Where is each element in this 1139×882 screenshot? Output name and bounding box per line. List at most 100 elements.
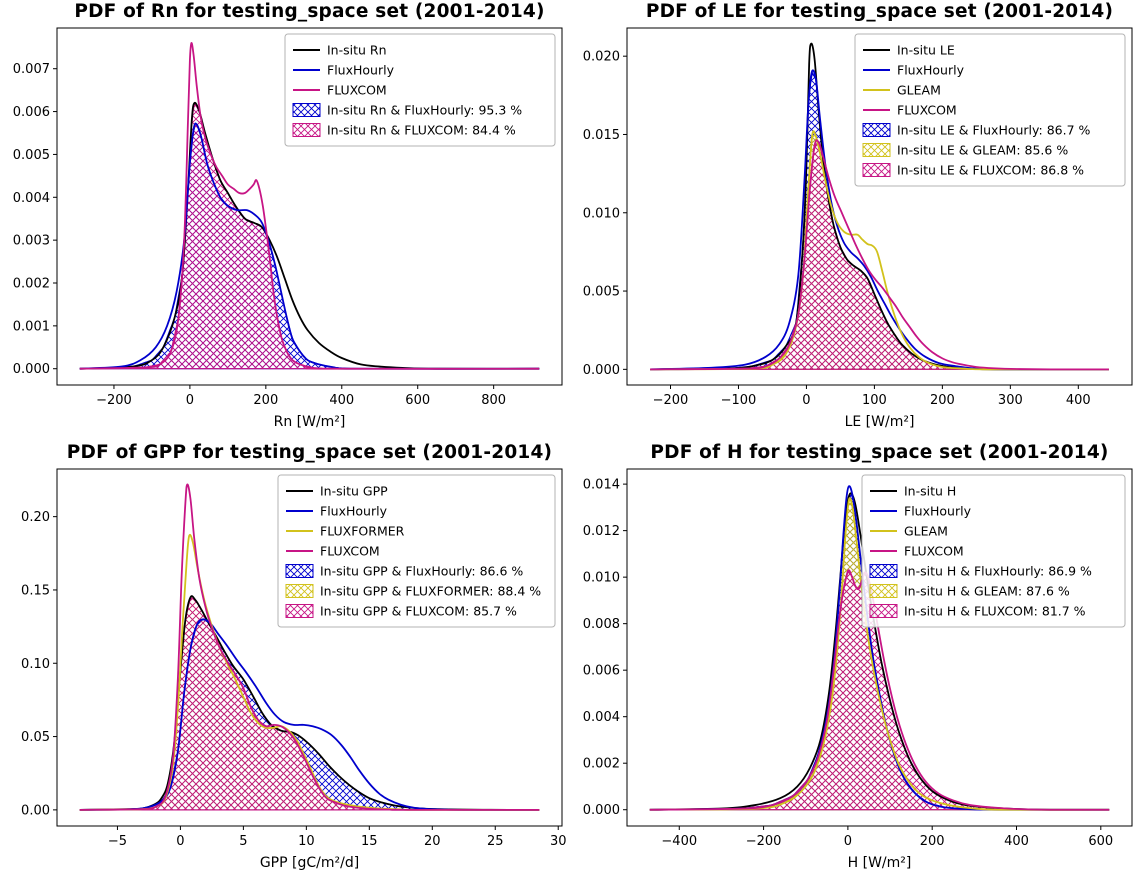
legend-hatch-sample	[869, 584, 898, 598]
legend-label: In-situ GPP & FLUXFORMER: 88.4 %	[320, 584, 541, 599]
legend-label: FluxHourly	[904, 504, 972, 519]
chart-rn-canvas: −200 0 200 400 600 800 0.000 0.001 0.002 0.003 0.0…	[13, 27, 563, 430]
y-tick-label: 0.002	[583, 757, 620, 772]
legend-label: FluxHourly	[897, 63, 965, 78]
legend-hatch-sample	[862, 143, 891, 157]
y-tick-label: 0.15	[21, 583, 50, 598]
x-tick-label: −5	[108, 834, 127, 849]
plot-area	[79, 483, 540, 811]
x-tick-label: 800	[481, 393, 506, 408]
series-curve	[79, 122, 540, 370]
x-tick-label: 600	[1088, 834, 1113, 849]
x-tick-label: 0	[186, 393, 194, 408]
y-tick-label: 0.007	[13, 62, 50, 77]
y-tick-label: 0.004	[13, 191, 50, 206]
y-tick-label: 0.006	[583, 664, 620, 679]
x-axis-label: Rn [W/m²]	[274, 414, 346, 430]
legend-label: In-situ LE	[897, 43, 955, 58]
legend-label: In-situ GPP	[320, 484, 388, 499]
plot-area	[79, 42, 540, 370]
y-tick-label: 0.015	[583, 128, 620, 143]
legend-hatch-sample	[862, 123, 891, 137]
plot-area	[649, 485, 1110, 811]
chart-le: −200 −100 0 100 200 300 400 0.000 0.005 0.010 0.01…	[570, 0, 1139, 441]
x-tick-label: 0	[176, 834, 184, 849]
y-tick-label: 0.05	[21, 730, 50, 745]
legend: In-situ H FluxHourly GLEAM FLUXCOM In-situ H…	[861, 474, 1126, 628]
axes-frame	[626, 27, 1133, 386]
chart-rn: −200 0 200 400 600 800 0.000 0.001 0.002 0.003 0.0…	[0, 0, 569, 441]
y-tick-label: 0.010	[583, 571, 620, 586]
y-tick-label: 0.000	[13, 362, 50, 377]
x-tick-label: 300	[998, 393, 1023, 408]
x-tick-label: 25	[487, 834, 504, 849]
x-axis-label: H [W/m²]	[848, 855, 912, 871]
series-curve	[650, 69, 1109, 371]
legend-label: In-situ Rn & FluxHourly: 95.3 %	[327, 103, 522, 118]
legend-label: In-situ H & FLUXCOM: 81.7 %	[904, 604, 1086, 619]
x-tick-label: 200	[253, 393, 278, 408]
legend-label: In-situ GPP & FLUXCOM: 85.7 %	[320, 604, 517, 619]
x-tick-label: 200	[920, 834, 945, 849]
legend-label: FLUXCOM	[320, 544, 380, 559]
chart-gpp-title: PDF of GPP for testing_space set (2001-2…	[66, 442, 553, 463]
series-curve	[79, 42, 540, 370]
legend-label: FLUXCOM	[897, 103, 957, 118]
series-curve	[79, 618, 540, 811]
axes-frame	[56, 27, 563, 386]
chart-le-canvas: −200 −100 0 100 200 300 400 0.000 0.005 0.010 0.01…	[583, 27, 1133, 430]
legend-box	[277, 474, 556, 628]
series-curve	[649, 492, 1110, 811]
legend: In-situ Rn FluxHourly FLUXCOM In-situ Rn & …	[284, 33, 556, 147]
y-tick-label: 0.20	[21, 510, 50, 525]
y-tick-label: 0.10	[21, 657, 50, 672]
x-tick-label: −200	[96, 393, 132, 408]
y-tick-label: 0.001	[13, 319, 50, 334]
x-tick-label: 5	[239, 834, 247, 849]
y-tick-label: 0.000	[583, 363, 620, 378]
chart-h-title: PDF of H for testing_space set (2001-201…	[650, 442, 1109, 463]
x-tick-label: 600	[405, 393, 430, 408]
x-tick-label: 400	[329, 393, 354, 408]
legend-hatch-sample	[869, 604, 898, 618]
legend-label: In-situ H & FluxHourly: 86.9 %	[904, 564, 1092, 579]
y-tick-label: 0.020	[583, 50, 620, 65]
legend-label: In-situ GPP & FluxHourly: 86.6 %	[320, 564, 523, 579]
x-tick-label: 200	[930, 393, 955, 408]
legend-label: FLUXCOM	[327, 83, 387, 98]
axes-frame	[626, 468, 1133, 827]
legend: In-situ GPP FluxHourly FLUXFORMER FLUXCOM In…	[277, 474, 556, 628]
legend-label: In-situ H	[904, 484, 956, 499]
y-tick-label: 0.00	[21, 803, 50, 818]
legend-label: FluxHourly	[320, 504, 388, 519]
legend-label: GLEAM	[897, 83, 941, 98]
x-tick-label: 15	[361, 834, 378, 849]
x-tick-label: −200	[653, 393, 689, 408]
legend-label: FluxHourly	[327, 63, 395, 78]
y-tick-label: 0.003	[13, 234, 50, 249]
y-tick-label: 0.005	[13, 148, 50, 163]
y-tick-label: 0.000	[583, 803, 620, 818]
legend-label: In-situ LE & FLUXCOM: 86.8 %	[897, 163, 1084, 178]
legend-label: In-situ Rn & FLUXCOM: 84.4 %	[327, 123, 516, 138]
legend-box	[854, 33, 1126, 187]
legend-hatch-sample	[292, 103, 321, 117]
legend-hatch-sample	[285, 564, 314, 578]
legend-label: GLEAM	[904, 524, 948, 539]
x-tick-label: 20	[424, 834, 441, 849]
chart-h-canvas: −400 −200 0 200 400 600 0.000 0.002 0.004 0.006 0.…	[583, 468, 1133, 871]
y-tick-label: 0.002	[13, 277, 50, 292]
chart-le-title: PDF of LE for testing_space set (2001-20…	[645, 1, 1114, 22]
series-curve	[649, 497, 1110, 811]
x-axis-label: GPP [gC/m²/d]	[260, 855, 359, 871]
axes-frame	[56, 468, 563, 827]
x-tick-label: −400	[661, 834, 697, 849]
legend-label: In-situ LE & GLEAM: 85.6 %	[897, 143, 1068, 158]
y-tick-label: 0.014	[583, 478, 620, 493]
x-tick-label: −100	[721, 393, 757, 408]
x-tick-label: 100	[862, 393, 887, 408]
y-tick-label: 0.004	[583, 710, 620, 725]
y-tick-label: 0.005	[583, 285, 620, 300]
x-tick-label: 0	[844, 834, 852, 849]
